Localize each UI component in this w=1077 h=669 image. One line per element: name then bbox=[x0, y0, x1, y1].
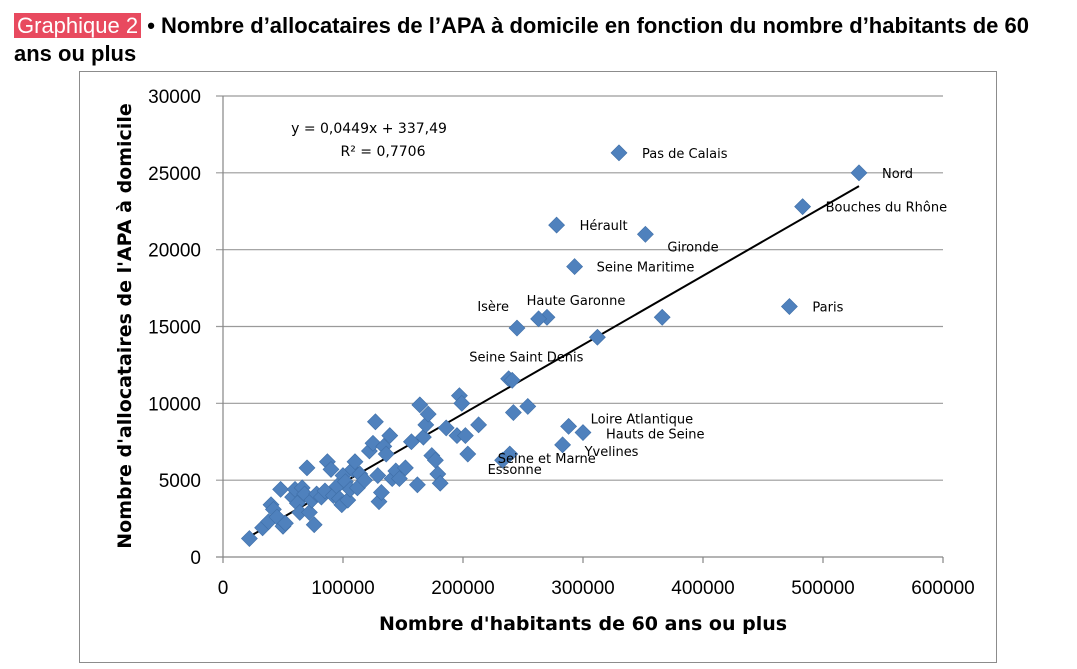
point-label: Essonne bbox=[488, 463, 542, 478]
grid-lines bbox=[216, 95, 944, 563]
data-point bbox=[300, 504, 318, 521]
data-point-labeled bbox=[780, 298, 798, 315]
data-point-labeled bbox=[508, 319, 526, 337]
data-point bbox=[653, 308, 671, 326]
x-tick-label: 0 bbox=[218, 578, 229, 599]
data-point-labeled bbox=[554, 436, 572, 454]
x-tick-labels: 0 100000 200000 300000 400000 500000 600000 bbox=[218, 578, 975, 599]
y-tick-label: 0 bbox=[190, 548, 201, 569]
x-tick-label: 500000 bbox=[791, 578, 854, 599]
data-point bbox=[366, 413, 384, 431]
point-label: Haute Garonne bbox=[527, 294, 626, 309]
data-point bbox=[411, 396, 429, 414]
point-label: Hérault bbox=[580, 219, 628, 234]
y-axis-title: Nombre d'allocataires de l'APA à domicil… bbox=[114, 103, 136, 548]
data-point bbox=[356, 471, 374, 489]
data-point bbox=[322, 460, 340, 478]
chart-frame bbox=[79, 71, 997, 663]
point-label: Pas de Calais bbox=[642, 147, 728, 162]
x-tick-label: 600000 bbox=[911, 578, 974, 599]
data-point-labeled bbox=[566, 258, 584, 275]
y-tick-label: 10000 bbox=[148, 394, 201, 415]
data-point bbox=[453, 394, 471, 412]
data-point-labeled bbox=[636, 225, 654, 243]
x-axis-title: Nombre d'habitants de 60 ans ou plus bbox=[379, 613, 787, 635]
data-point bbox=[437, 419, 455, 437]
data-point-labeled bbox=[794, 198, 812, 216]
x-tick-label: 400000 bbox=[671, 578, 734, 599]
point-label: Yvelines bbox=[584, 445, 639, 460]
point-label: Seine Saint Denis bbox=[469, 350, 583, 365]
data-point bbox=[377, 445, 395, 463]
data-point-labeled bbox=[560, 417, 578, 435]
data-point bbox=[519, 397, 537, 415]
data-point bbox=[456, 427, 474, 445]
y-tick-labels: 0 5000 10000 15000 20000 25000 30000 bbox=[148, 87, 201, 569]
data-point bbox=[298, 459, 316, 477]
data-point bbox=[431, 474, 449, 492]
figure-tag: Graphique 2 bbox=[14, 13, 142, 38]
point-label: Nord bbox=[882, 167, 913, 182]
data-point bbox=[504, 404, 522, 421]
data-point bbox=[369, 467, 387, 484]
data-point bbox=[276, 514, 294, 532]
y-tick-label: 25000 bbox=[148, 164, 201, 185]
point-label: Seine Maritime bbox=[597, 261, 695, 276]
data-markers bbox=[240, 144, 868, 547]
point-label: Gironde bbox=[667, 240, 718, 255]
figure-title: • Nombre d’allocataires de l’APA à domic… bbox=[14, 13, 1029, 66]
data-point bbox=[346, 453, 364, 471]
data-point bbox=[408, 476, 426, 494]
data-point bbox=[396, 459, 414, 477]
chart-heading: Graphique 2 • Nombre d’allocataires de l… bbox=[14, 12, 1064, 68]
y-tick-label: 15000 bbox=[148, 318, 201, 339]
data-point bbox=[240, 530, 258, 547]
data-point-labeled bbox=[548, 216, 566, 234]
y-tick-label: 30000 bbox=[148, 87, 201, 108]
data-point-labeled bbox=[494, 451, 512, 469]
data-point bbox=[305, 516, 323, 534]
point-label: Seine et Marne bbox=[498, 452, 596, 467]
point-label: Bouches du Rhône bbox=[826, 201, 948, 216]
data-point bbox=[381, 427, 399, 445]
y-tick-label: 5000 bbox=[159, 471, 201, 492]
data-point-labeled bbox=[610, 144, 628, 162]
data-point bbox=[470, 416, 488, 434]
point-label: Loire Atlantique bbox=[591, 412, 694, 427]
y-tick-label: 20000 bbox=[148, 241, 201, 262]
x-tick-label: 300000 bbox=[551, 578, 614, 599]
data-point-labeled bbox=[574, 424, 592, 441]
data-point-labeled bbox=[530, 310, 548, 328]
data-point bbox=[372, 484, 390, 501]
x-tick-label: 200000 bbox=[431, 578, 494, 599]
point-label: Hauts de Seine bbox=[606, 428, 704, 443]
data-point bbox=[503, 371, 521, 389]
data-point bbox=[390, 470, 408, 488]
data-point-labeled bbox=[850, 164, 868, 182]
data-point bbox=[419, 405, 437, 423]
point-label: Paris bbox=[812, 301, 843, 316]
data-point-labeled bbox=[588, 328, 606, 346]
data-point bbox=[402, 433, 420, 451]
data-point bbox=[459, 445, 477, 463]
trend-equation: y = 0,0449x + 337,49 bbox=[291, 121, 447, 137]
point-labels: Nord Pas de Calais Bouches du Rhône Hérault… bbox=[469, 147, 947, 478]
point-label: Isère bbox=[477, 300, 509, 315]
x-tick-label: 100000 bbox=[311, 578, 374, 599]
data-point bbox=[414, 428, 432, 446]
data-point bbox=[272, 480, 290, 498]
trend-line bbox=[248, 185, 860, 538]
trend-r2: R² = 0,7706 bbox=[341, 144, 426, 160]
